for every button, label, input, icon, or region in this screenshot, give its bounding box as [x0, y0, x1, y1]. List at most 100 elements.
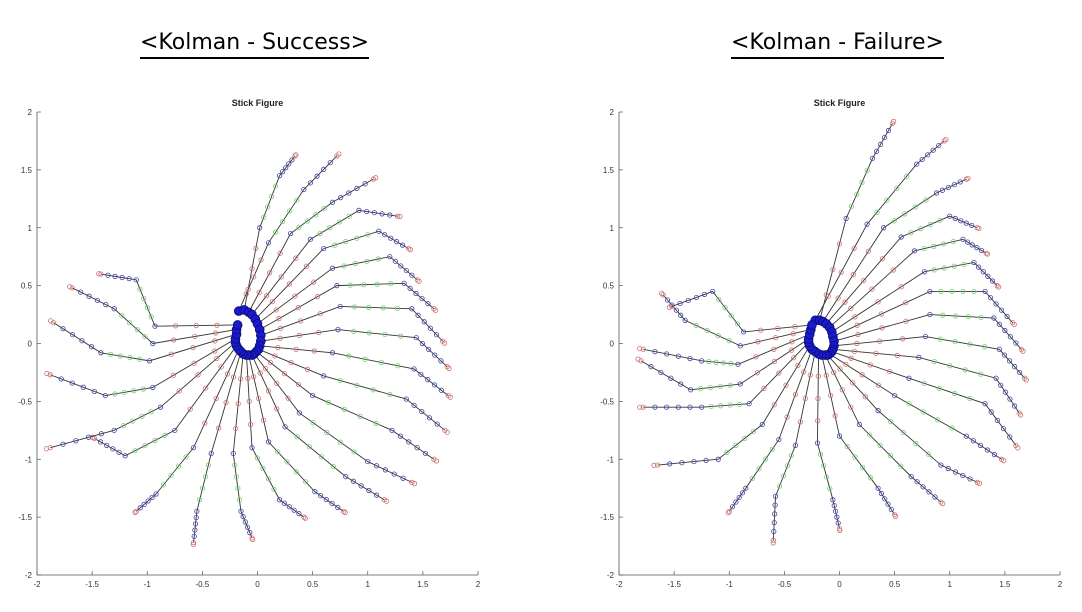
joint-marker [407, 247, 413, 253]
joint-marker [703, 457, 709, 464]
joint-marker [783, 382, 789, 388]
joint-marker [168, 472, 174, 479]
joint-marker [314, 294, 321, 300]
joint-marker [354, 185, 360, 191]
joint-marker [267, 270, 273, 276]
joint-marker [329, 199, 336, 205]
joint-marker [848, 355, 854, 361]
joint-marker [749, 475, 756, 482]
joint-marker [365, 458, 371, 465]
joint-marker [183, 454, 189, 460]
joint-marker [699, 358, 705, 364]
x-tick-label: -1 [144, 580, 152, 589]
joint-marker [256, 395, 262, 402]
joint-marker [974, 245, 980, 251]
x-tick-label: 2 [1058, 580, 1063, 589]
joint-marker [400, 475, 406, 481]
joint-marker [374, 281, 380, 287]
joint-marker [79, 338, 85, 344]
joint-marker [720, 360, 727, 366]
joint-marker [903, 300, 909, 306]
joint-marker [131, 388, 137, 394]
joint-marker [651, 462, 657, 468]
joint-marker [885, 501, 891, 507]
joint-marker [725, 510, 731, 516]
joint-marker [141, 501, 147, 507]
y-tick-label: -0.5 [600, 397, 614, 406]
joint-marker [304, 366, 310, 372]
joint-marker [413, 290, 419, 297]
joint-marker [426, 415, 433, 421]
x-tick-label: -0.5 [777, 580, 791, 589]
joint-marker [214, 355, 220, 362]
joint-marker [648, 364, 654, 370]
link-line [256, 351, 435, 460]
joint-marker [958, 218, 964, 224]
joint-marker [836, 241, 843, 247]
joint-marker [875, 382, 881, 388]
joint-marker [69, 332, 76, 338]
joint-marker [357, 413, 363, 420]
joint-marker [693, 294, 699, 301]
joint-marker [197, 497, 203, 503]
joint-marker [364, 258, 370, 264]
joint-marker [902, 211, 908, 217]
joint-marker [932, 494, 938, 500]
joint-marker [877, 141, 884, 148]
joint-marker [132, 509, 138, 515]
joint-marker [788, 452, 795, 459]
joint-marker [425, 301, 431, 307]
joint-marker [707, 384, 714, 391]
link-line [832, 348, 1020, 414]
link-line [816, 353, 840, 529]
stick-figure-4 [821, 213, 982, 329]
y-tick-label: 0.5 [21, 282, 33, 291]
joint-marker [844, 443, 850, 450]
x-tick-label: 1 [366, 580, 371, 589]
joint-marker [854, 322, 860, 328]
y-tick-label: 0 [28, 340, 33, 349]
joint-marker [918, 226, 924, 232]
joint-marker [969, 222, 975, 229]
link-line [258, 348, 446, 431]
joint-marker [640, 404, 646, 410]
joint-marker [851, 245, 857, 251]
joint-marker [887, 453, 894, 459]
joint-marker [127, 355, 133, 361]
joint-marker [364, 208, 370, 215]
joint-marker [278, 325, 284, 331]
joint-marker [248, 421, 254, 428]
joint-marker [108, 351, 114, 357]
joint-marker [815, 373, 821, 379]
joint-marker [238, 376, 244, 382]
joint-marker [152, 437, 158, 444]
joint-marker [213, 330, 219, 336]
link-line [246, 355, 305, 518]
joint-marker [329, 500, 335, 507]
joint-marker [1020, 348, 1026, 354]
joint-marker [771, 520, 777, 526]
base-joint-marker [232, 320, 243, 330]
joint-marker [967, 476, 973, 482]
joint-marker [407, 285, 413, 292]
joint-marker [697, 386, 704, 392]
joint-marker [729, 504, 736, 510]
joint-marker [982, 288, 988, 295]
x-tick-label: 0.5 [307, 580, 319, 589]
joint-marker [988, 409, 994, 415]
joint-marker [880, 225, 887, 231]
joint-marker [97, 439, 104, 445]
joint-marker [103, 302, 109, 308]
joint-marker [980, 269, 986, 275]
joint-marker [717, 383, 724, 389]
joint-marker [236, 497, 243, 503]
joint-marker [952, 390, 958, 397]
joint-marker [938, 288, 944, 295]
joint-marker [291, 507, 297, 513]
joint-marker [262, 366, 269, 372]
link-line [72, 287, 237, 344]
link-line [53, 322, 237, 362]
joint-marker [922, 333, 929, 340]
joint-marker [669, 303, 675, 310]
joint-marker [203, 385, 209, 391]
